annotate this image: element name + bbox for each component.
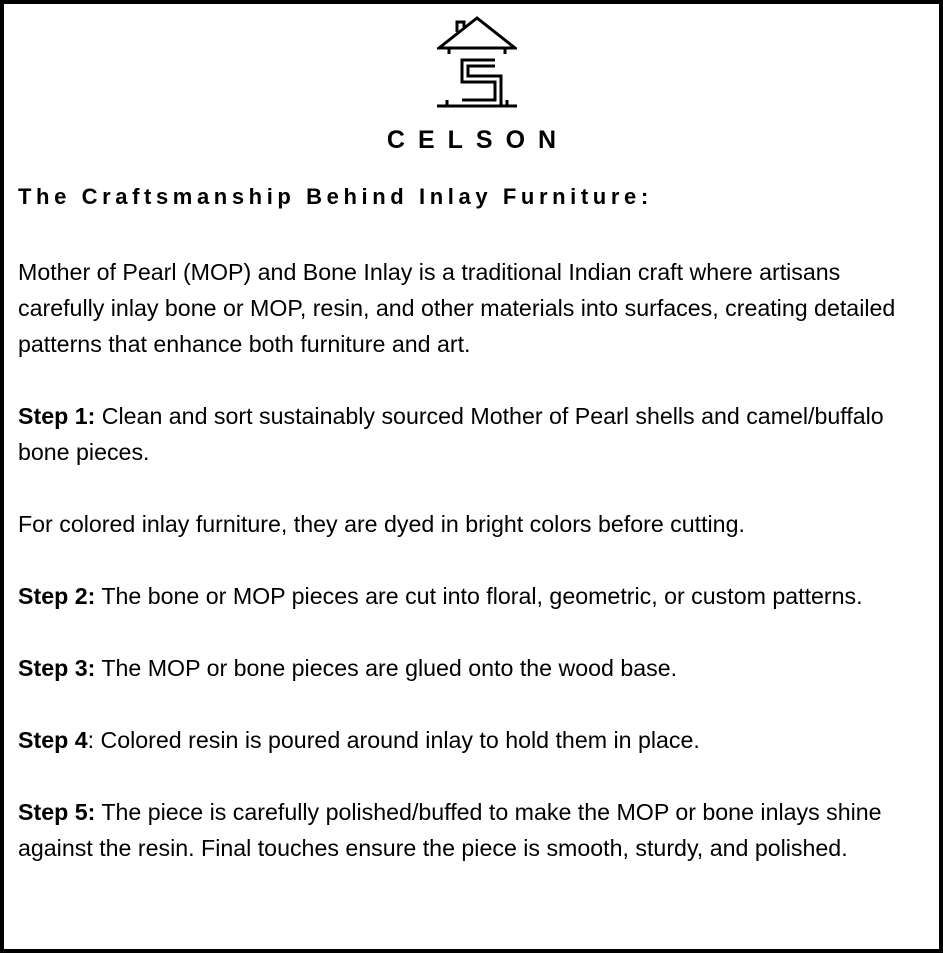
step-label: Step 1: bbox=[18, 403, 96, 429]
step-2: Step 2: The bone or MOP pieces are cut i… bbox=[18, 578, 923, 614]
house-logo-icon bbox=[437, 16, 517, 108]
step-label: Step 3: bbox=[18, 655, 96, 681]
step-label: Step 5: bbox=[18, 799, 96, 825]
step-text: The piece is carefully polished/buffed t… bbox=[18, 799, 882, 861]
step-text: : Colored resin is poured around inlay t… bbox=[87, 727, 700, 753]
step-1: Step 1: Clean and sort sustainably sourc… bbox=[18, 398, 923, 470]
step-text: The MOP or bone pieces are glued onto th… bbox=[95, 655, 678, 681]
step-label: Step 2: bbox=[18, 583, 96, 609]
document-body: Mother of Pearl (MOP) and Bone Inlay is … bbox=[18, 254, 923, 902]
dye-note: For colored inlay furniture, they are dy… bbox=[18, 511, 745, 537]
page-title: The Craftsmanship Behind Inlay Furniture… bbox=[18, 184, 653, 209]
step-3: Step 3: The MOP or bone pieces are glued… bbox=[18, 650, 923, 686]
step-text: Clean and sort sustainably sourced Mothe… bbox=[18, 403, 884, 465]
step-4: Step 4: Colored resin is poured around i… bbox=[18, 722, 923, 758]
brand-name: CELSON bbox=[386, 126, 570, 154]
step-text: The bone or MOP pieces are cut into flor… bbox=[95, 583, 863, 609]
step-5: Step 5: The piece is carefully polished/… bbox=[18, 794, 923, 866]
intro-paragraph: Mother of Pearl (MOP) and Bone Inlay is … bbox=[18, 259, 896, 357]
step-label: Step 4 bbox=[18, 727, 88, 753]
